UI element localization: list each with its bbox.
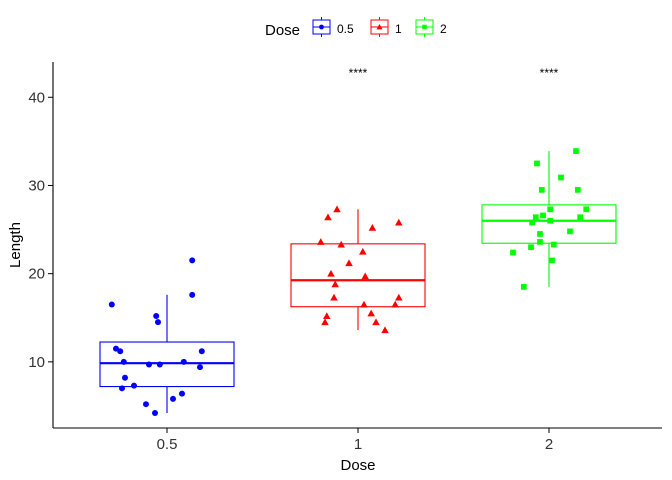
data-point	[360, 300, 368, 308]
legend-entry-1: 1	[370, 17, 402, 37]
legend-key-marker	[376, 24, 383, 30]
data-point	[180, 358, 187, 365]
legend-entry-2: 2	[415, 17, 447, 37]
y-tick-label: 10	[28, 354, 45, 371]
legend-entry-0.5: 0.5	[312, 17, 354, 37]
data-point	[558, 174, 564, 181]
data-point	[170, 395, 176, 402]
data-point	[330, 293, 338, 301]
significance-label: ****	[349, 66, 368, 80]
data-point	[143, 401, 149, 408]
data-point	[532, 214, 539, 221]
data-point	[197, 364, 203, 371]
data-point	[534, 160, 540, 167]
data-point	[189, 291, 196, 298]
data-point	[108, 301, 115, 308]
data-point	[324, 213, 332, 221]
x-tick-label: 1	[354, 436, 362, 453]
legend-key-marker	[319, 24, 324, 30]
data-point	[198, 348, 205, 355]
data-point	[345, 259, 353, 267]
data-point	[117, 348, 124, 355]
x-tick-label: 0.5	[157, 436, 178, 453]
data-point	[391, 300, 399, 308]
data-point	[550, 241, 557, 248]
data-point	[577, 214, 584, 221]
legend-label: 1	[395, 22, 402, 36]
data-point	[333, 205, 341, 213]
data-point	[538, 187, 545, 193]
data-point	[120, 358, 127, 365]
data-point	[156, 361, 163, 368]
data-point	[368, 224, 377, 231]
legend-entries: 0.5 1 2	[312, 17, 447, 37]
data-point	[381, 326, 389, 334]
legend-label: 0.5	[337, 22, 354, 36]
data-point	[395, 293, 403, 301]
data-point	[146, 361, 152, 368]
data-point	[189, 257, 196, 264]
box-layer	[99, 151, 617, 414]
significance-label: ****	[540, 66, 559, 80]
legend-label: 2	[440, 22, 447, 36]
box-1	[290, 209, 426, 331]
x-tick-label: 2	[545, 436, 553, 453]
data-point	[520, 284, 527, 290]
data-point	[367, 309, 375, 317]
y-axis-title: Length	[7, 222, 24, 268]
data-point	[179, 390, 185, 397]
y-axis: 10 20 30 40	[28, 62, 54, 428]
data-point	[549, 257, 555, 264]
data-point	[119, 385, 125, 392]
y-tick-label: 30	[28, 177, 45, 194]
data-point	[529, 219, 536, 226]
data-point	[528, 244, 534, 251]
data-point	[331, 280, 339, 288]
data-point	[372, 318, 380, 326]
y-tick-label: 40	[28, 89, 45, 106]
x-axis-title: Dose	[340, 457, 375, 474]
data-point	[122, 374, 128, 381]
data-point	[337, 240, 345, 248]
data-point	[361, 272, 369, 280]
significance-labels: **** ****	[349, 66, 559, 80]
data-point	[153, 312, 160, 319]
data-point	[152, 410, 158, 417]
data-point	[359, 247, 367, 255]
data-point	[547, 206, 554, 213]
legend-key-marker	[422, 24, 427, 30]
data-point	[537, 239, 543, 245]
data-point	[510, 249, 516, 256]
data-point	[547, 217, 554, 224]
data-point	[574, 187, 581, 193]
y-tick-label: 20	[28, 266, 45, 283]
data-point	[155, 319, 161, 326]
data-point	[395, 218, 403, 226]
data-point	[583, 206, 590, 213]
data-point	[131, 382, 137, 389]
data-point	[573, 148, 579, 154]
data-point	[323, 312, 331, 319]
data-point	[317, 238, 325, 245]
box-iqr	[290, 243, 426, 308]
data-point	[327, 269, 335, 277]
data-point	[567, 228, 573, 235]
points-layer	[108, 148, 590, 417]
data-point	[540, 212, 546, 219]
x-axis: 0.5 1 2	[53, 427, 662, 453]
legend-title: Dose	[265, 22, 300, 39]
data-point	[537, 231, 543, 237]
data-point	[321, 318, 329, 326]
legend: Dose 0.5 1 2	[265, 17, 447, 39]
